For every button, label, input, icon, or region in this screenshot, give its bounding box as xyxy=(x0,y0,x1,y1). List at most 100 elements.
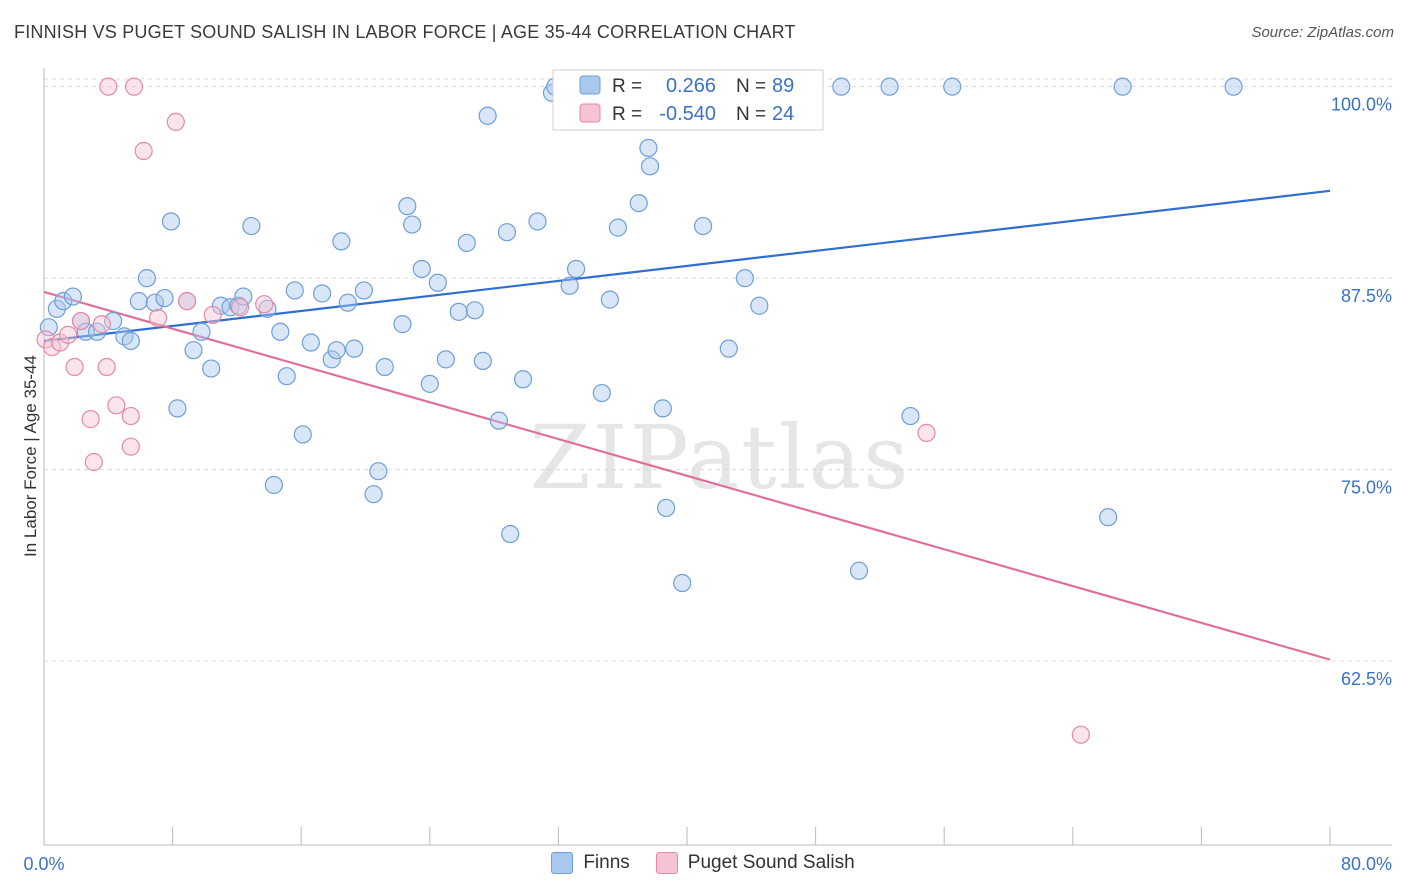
finns-point xyxy=(242,216,261,236)
finns-point xyxy=(63,287,83,306)
salish-point xyxy=(65,357,84,377)
legend-item-finns: Finns xyxy=(551,852,630,874)
finns-point xyxy=(332,232,351,251)
finns-point xyxy=(184,341,203,360)
legend-top: R = 0.266 N = 89 R = -0.540 N = 24 xyxy=(552,69,824,131)
finns-point xyxy=(849,561,869,580)
finns-point xyxy=(129,292,148,311)
x-tick-label: 0.0% xyxy=(23,854,64,874)
salish-trendline xyxy=(43,290,1331,661)
finns-point xyxy=(338,293,357,312)
finns-point xyxy=(121,331,140,351)
salish-point xyxy=(107,396,126,415)
legend-item-salish: Puget Sound Salish xyxy=(655,852,855,874)
salish-point xyxy=(1071,725,1090,744)
finns-point xyxy=(750,296,769,315)
finns-point xyxy=(639,138,658,158)
finns-point xyxy=(457,233,476,253)
finns-point xyxy=(657,498,676,518)
salish-point xyxy=(124,77,144,96)
finns-point xyxy=(301,333,320,352)
finns-point xyxy=(234,287,253,306)
finns-point xyxy=(104,311,123,331)
legend-n-value-salish: 24 xyxy=(772,103,794,125)
finns-point xyxy=(489,411,509,430)
finns-point xyxy=(145,293,165,312)
finns-point xyxy=(375,357,394,377)
salish-point xyxy=(59,325,78,344)
salish-point xyxy=(203,305,222,325)
finns-point xyxy=(566,259,586,279)
finns-point xyxy=(673,573,692,593)
finns-point xyxy=(271,322,290,341)
finns-point xyxy=(420,374,439,393)
finns-point xyxy=(478,106,497,125)
source-label: Source: ZipAtlas.com xyxy=(1251,24,1394,41)
finns-point xyxy=(345,339,364,358)
finns-point xyxy=(327,341,346,360)
finns-point xyxy=(168,399,187,418)
finns-point xyxy=(600,290,619,309)
finns-point xyxy=(693,216,713,236)
finns-point xyxy=(943,77,962,96)
finns-point xyxy=(202,359,221,378)
finns-trendline xyxy=(43,189,1331,343)
finns-point xyxy=(155,288,174,308)
finns-point xyxy=(1099,508,1118,527)
legend-bottom: Finns Puget Sound Salish xyxy=(0,852,1406,874)
salish-point xyxy=(255,295,274,314)
salish-point xyxy=(99,77,118,96)
finns-point xyxy=(277,367,296,386)
watermark: ZIPatlas xyxy=(530,406,911,509)
salish-point xyxy=(917,423,936,442)
legend-n-value-finns: 89 xyxy=(772,75,794,97)
legend-r-value-finns: 0.266 xyxy=(666,75,716,97)
finns-point xyxy=(473,351,492,370)
legend-swatch-finns-bottom xyxy=(551,852,574,874)
finns-point xyxy=(312,284,332,303)
y-axis-label: In Labor Force | Age 35-44 xyxy=(21,355,40,557)
legend-r-value-salish: -0.540 xyxy=(659,103,716,125)
salish-point xyxy=(134,141,153,161)
finns-point xyxy=(264,475,283,495)
legend-label-salish: Puget Sound Salish xyxy=(687,852,855,873)
x-tick-label: 80.0% xyxy=(1341,854,1392,874)
salish-point xyxy=(149,308,168,328)
finns-point xyxy=(719,339,738,358)
salish-point xyxy=(81,410,100,429)
legend-n-label-finns: N = xyxy=(736,76,766,97)
salish-point xyxy=(71,311,91,331)
finns-point xyxy=(115,327,134,346)
finns-point xyxy=(354,281,373,300)
finns-point xyxy=(497,223,517,242)
finns-point xyxy=(560,276,579,295)
finns-point xyxy=(832,77,851,96)
legend-r-label-salish: R = xyxy=(612,104,642,125)
finns-point xyxy=(54,292,73,311)
salish-point xyxy=(121,406,140,426)
chart-title: FINNISH VS PUGET SOUND SALISH IN LABOR F… xyxy=(14,22,796,42)
y-tick-label: 100.0% xyxy=(1331,95,1392,115)
finns-point xyxy=(364,485,383,504)
finns-point xyxy=(653,399,672,418)
finns-point xyxy=(161,212,181,231)
finns-point xyxy=(436,350,455,369)
salish-point xyxy=(177,292,197,311)
finns-point xyxy=(285,281,304,300)
finns-point xyxy=(629,193,648,213)
finns-point xyxy=(137,269,156,288)
legend-r-label-finns: R = xyxy=(612,76,642,97)
finns-point xyxy=(369,462,388,481)
finns-point xyxy=(735,269,754,288)
y-tick-label: 87.5% xyxy=(1341,286,1392,306)
finns-point xyxy=(608,218,627,237)
finns-point xyxy=(501,524,520,544)
finns-point xyxy=(465,301,484,320)
finns-point xyxy=(412,259,431,279)
finns-point xyxy=(192,322,211,341)
finns-point xyxy=(513,370,533,389)
finns-point xyxy=(1224,77,1243,96)
finns-point xyxy=(640,157,660,176)
finns-point xyxy=(528,212,547,231)
